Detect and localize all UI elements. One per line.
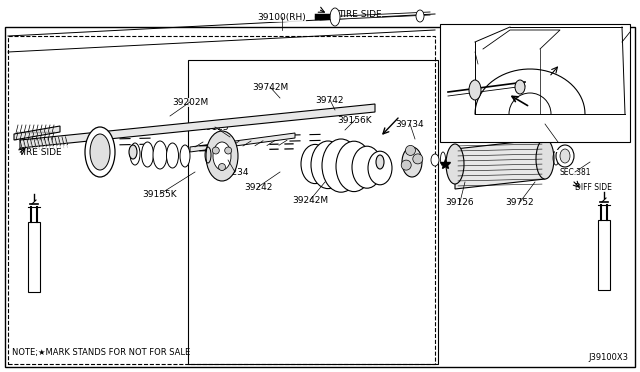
Text: SEC.381: SEC.381 xyxy=(559,167,591,176)
Circle shape xyxy=(212,147,220,154)
Circle shape xyxy=(406,145,415,155)
Ellipse shape xyxy=(515,80,525,94)
Ellipse shape xyxy=(301,144,329,184)
Text: DIFF SIDE: DIFF SIDE xyxy=(575,183,612,192)
Bar xyxy=(440,24,630,142)
Polygon shape xyxy=(598,220,610,290)
Text: 39242: 39242 xyxy=(244,183,272,192)
Text: 39125: 39125 xyxy=(201,122,229,131)
Ellipse shape xyxy=(129,145,137,159)
Text: 39100(RH): 39100(RH) xyxy=(454,48,496,57)
Text: 39742M: 39742M xyxy=(252,83,288,92)
Ellipse shape xyxy=(322,139,360,192)
Ellipse shape xyxy=(130,143,140,165)
Ellipse shape xyxy=(213,142,231,170)
Ellipse shape xyxy=(166,143,179,168)
Ellipse shape xyxy=(90,134,110,170)
Ellipse shape xyxy=(180,145,190,167)
Ellipse shape xyxy=(536,139,554,179)
Text: 39202M: 39202M xyxy=(172,97,208,106)
Text: DIFF SIDE: DIFF SIDE xyxy=(560,48,597,57)
Ellipse shape xyxy=(311,141,345,189)
Ellipse shape xyxy=(368,151,392,185)
Text: 39234: 39234 xyxy=(221,167,249,176)
Text: 39242M: 39242M xyxy=(292,196,328,205)
Ellipse shape xyxy=(416,10,424,22)
Ellipse shape xyxy=(141,142,154,167)
Text: J39100X3: J39100X3 xyxy=(588,353,628,362)
Text: 39734: 39734 xyxy=(396,119,424,128)
Polygon shape xyxy=(190,133,295,152)
Text: 39155K: 39155K xyxy=(143,189,177,199)
Ellipse shape xyxy=(469,80,481,100)
Ellipse shape xyxy=(560,149,570,163)
Text: SEC.381
(38542): SEC.381 (38542) xyxy=(529,114,561,134)
Ellipse shape xyxy=(206,131,238,181)
Ellipse shape xyxy=(402,147,422,177)
Ellipse shape xyxy=(431,154,439,166)
Ellipse shape xyxy=(556,145,574,167)
Text: NOTE;★MARK STANDS FOR NOT FOR SALE: NOTE;★MARK STANDS FOR NOT FOR SALE xyxy=(12,347,190,356)
Text: 39126: 39126 xyxy=(445,198,474,206)
Polygon shape xyxy=(28,222,40,292)
Text: TIRE SIDE: TIRE SIDE xyxy=(18,148,61,157)
Circle shape xyxy=(401,160,412,170)
Ellipse shape xyxy=(446,144,464,184)
Ellipse shape xyxy=(153,141,167,169)
Ellipse shape xyxy=(330,8,340,26)
Bar xyxy=(188,60,438,364)
Polygon shape xyxy=(20,104,375,148)
Text: 39742: 39742 xyxy=(316,96,344,105)
Ellipse shape xyxy=(85,127,115,177)
Circle shape xyxy=(218,164,225,170)
Circle shape xyxy=(225,147,232,154)
Text: 39100(RH): 39100(RH) xyxy=(258,13,307,22)
Polygon shape xyxy=(455,139,545,189)
Ellipse shape xyxy=(352,146,382,188)
Circle shape xyxy=(413,154,423,164)
Bar xyxy=(8,36,435,364)
Text: TIRE SIDE: TIRE SIDE xyxy=(338,10,382,19)
Ellipse shape xyxy=(336,141,372,192)
Polygon shape xyxy=(14,126,60,140)
Ellipse shape xyxy=(376,155,384,169)
Text: 39156K: 39156K xyxy=(338,115,372,125)
Text: 39752: 39752 xyxy=(506,198,534,206)
